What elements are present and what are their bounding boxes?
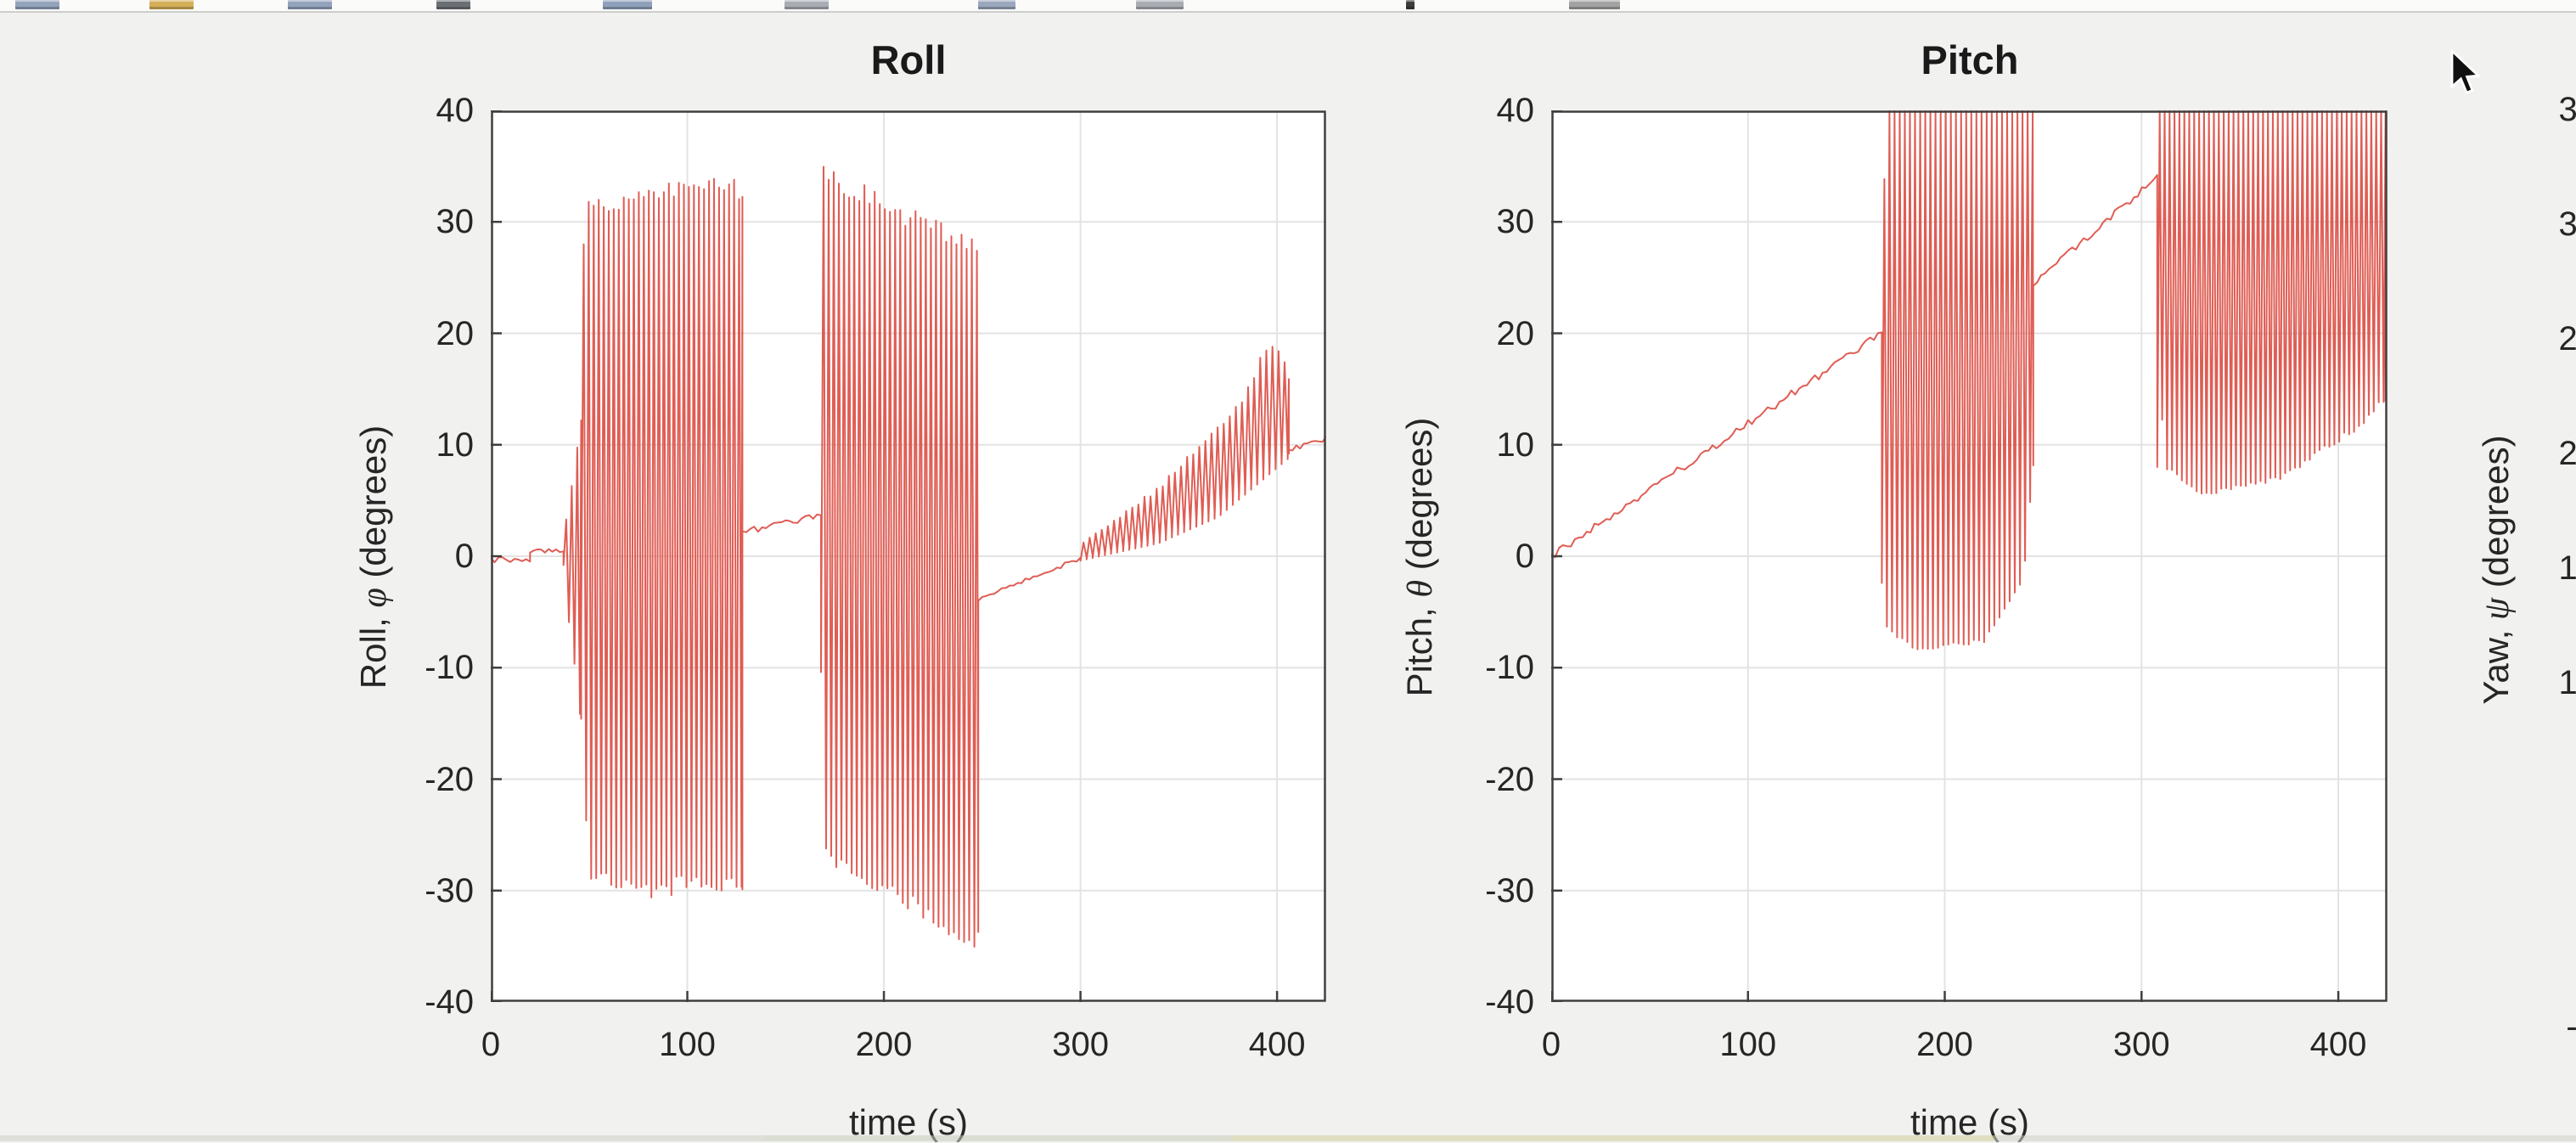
y-tick-label: 0 <box>454 538 474 575</box>
y-tick-label: -20 <box>1485 760 1534 798</box>
save-icon[interactable] <box>288 0 332 9</box>
y-tick-label: 20 <box>1496 314 1535 352</box>
x-tick-label: 300 <box>2112 1026 2170 1063</box>
pitch-plot-area <box>1551 110 2388 1002</box>
x-tick-label: 0 <box>481 1026 501 1063</box>
pan-tool-icon[interactable] <box>785 0 829 9</box>
screen-bottom-edge <box>1231 1135 1995 1141</box>
zoom-tools-icon[interactable] <box>603 0 652 9</box>
yaw-y-tick-label: 15 <box>2558 549 2576 587</box>
datacursor-icon[interactable] <box>978 0 1015 9</box>
y-tick-label: 30 <box>436 203 475 241</box>
rotate-tool-icon[interactable] <box>1136 0 1184 9</box>
screen-bottom-edge <box>0 1135 764 1141</box>
yaw-y-tick-label: -5 <box>2503 1008 2576 1045</box>
legend-icon[interactable] <box>1569 0 1620 9</box>
print-icon[interactable] <box>436 0 470 9</box>
y-tick-label: -10 <box>425 649 474 687</box>
y-tick-label: -30 <box>1485 871 1534 909</box>
pitch-angle-trace <box>1551 110 2387 650</box>
y-tick-label: 40 <box>1496 92 1535 129</box>
x-tick-label: 200 <box>1916 1026 1973 1063</box>
screen-bottom-edge <box>1995 1135 2576 1141</box>
y-tick-label: 40 <box>436 92 475 129</box>
new-file-icon[interactable] <box>15 0 59 9</box>
yaw-y-tick-label: 10 <box>2558 664 2576 701</box>
x-tick-label: 0 <box>1541 1026 1561 1063</box>
x-tick-label: 100 <box>659 1026 716 1063</box>
yaw-y-tick-label: 5 <box>2503 779 2576 816</box>
y-tick-label: 30 <box>1496 203 1535 241</box>
y-tick-label: -40 <box>425 983 474 1021</box>
greek-phi: φ <box>355 588 394 608</box>
y-tick-label: -20 <box>425 760 474 798</box>
greek-theta: θ <box>1401 580 1440 598</box>
y-tick-label: -30 <box>425 871 474 909</box>
roll-plot-area <box>491 110 1326 1002</box>
y-tick-label: 0 <box>1515 538 1534 575</box>
roll-plot-title: Roll <box>870 37 947 82</box>
y-tick-label: 20 <box>436 314 475 352</box>
screen-bottom-edge <box>764 1135 1231 1141</box>
y-tick-label: 10 <box>1496 425 1535 464</box>
x-tick-label: 100 <box>1719 1026 1777 1063</box>
open-folder-icon[interactable] <box>149 0 194 9</box>
pitch-plot-title: Pitch <box>1921 37 2019 82</box>
y-tick-label: -10 <box>1485 649 1534 687</box>
greek-psi: ψ <box>2478 597 2517 620</box>
yaw-y-tick-label: 20 <box>2558 435 2576 472</box>
roll-angle-trace <box>491 166 1326 948</box>
figure-toolbar <box>0 0 2576 13</box>
x-tick-label: 200 <box>855 1026 913 1063</box>
x-tick-label: 400 <box>1248 1026 1306 1063</box>
x-tick-label: 300 <box>1052 1026 1109 1063</box>
yaw-y-tick-label: 0 <box>2503 893 2576 931</box>
mouse-cursor <box>2450 49 2482 95</box>
y-tick-label: 10 <box>436 425 475 464</box>
y-tick-label: -40 <box>1485 983 1534 1021</box>
yaw-y-tick-label: 30 <box>2558 206 2576 243</box>
yaw-y-tick-label: 35 <box>2558 91 2576 128</box>
yaw-y-tick-label: 25 <box>2558 320 2576 358</box>
figure-canvas: Roll Roll, φ (degrees) time (s) Pitch Pi… <box>0 13 2576 1142</box>
x-tick-label: 400 <box>2309 1026 2367 1063</box>
colorbar-icon[interactable] <box>1406 0 1415 9</box>
